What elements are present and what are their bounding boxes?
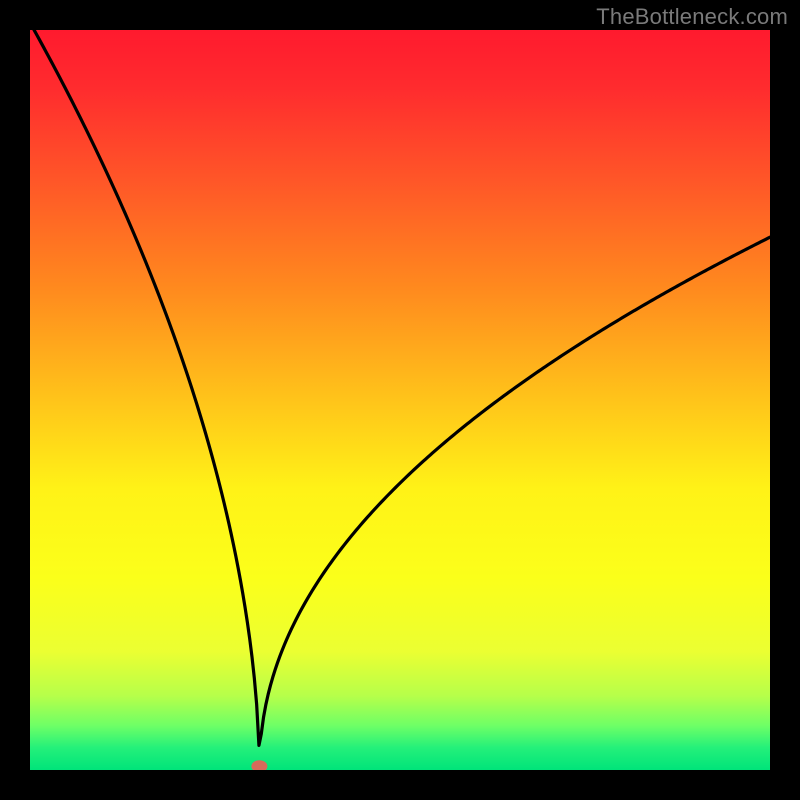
- plot-background: [30, 30, 770, 770]
- chart-canvas: [0, 0, 800, 800]
- watermark-label: TheBottleneck.com: [596, 4, 788, 30]
- bottleneck-chart: TheBottleneck.com: [0, 0, 800, 800]
